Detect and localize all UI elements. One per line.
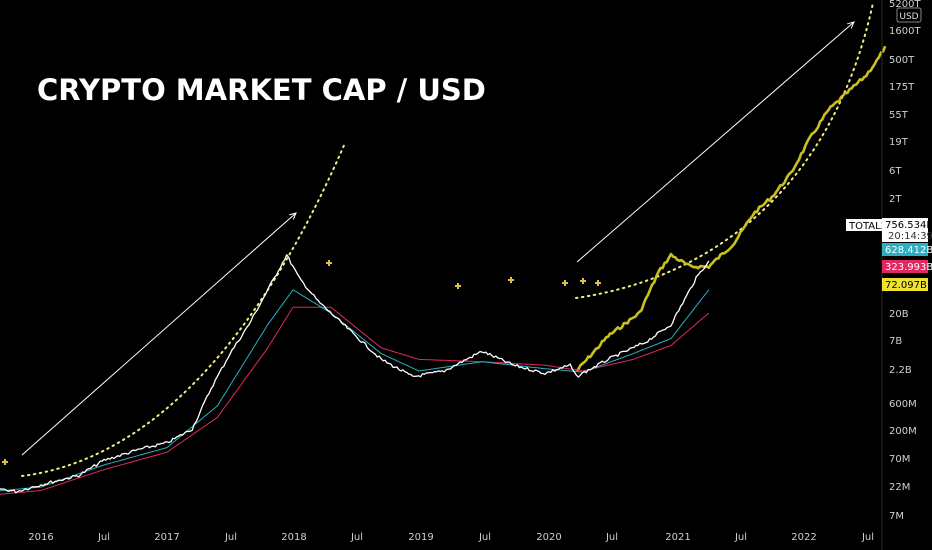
x-tick-label: Jul: [605, 532, 618, 543]
y-tick-label: 500T: [889, 55, 915, 66]
y-tick-label: 200M: [889, 426, 917, 437]
price-tag-symbol: TOTAL2: [848, 221, 887, 232]
event-marker: [326, 260, 332, 266]
y-tick-label: 6T: [889, 166, 902, 177]
y-tick-label: 20B: [889, 309, 909, 320]
y-tick-label: 22M: [889, 482, 910, 493]
trend-arrow-1: [21, 212, 297, 456]
x-tick-label: 2017: [154, 532, 179, 543]
time-axis[interactable]: 2016 Jul 2017 Jul 2018 Jul 2019 Jul 2020 Jul 2021 J…: [28, 532, 874, 543]
trend-arrow-2: [576, 21, 855, 263]
price-tag: 323.993B: [882, 260, 932, 273]
x-tick-label: Jul: [350, 532, 363, 543]
y-tick-label: 7M: [889, 511, 904, 522]
y-tick-label: 600M: [889, 399, 917, 410]
y-tick-label: 175T: [889, 82, 915, 93]
parabolic-curve-2: [575, 2, 874, 299]
plot-area[interactable]: [0, 2, 887, 495]
y-tick-label: 5200T: [889, 0, 921, 10]
event-marker: [595, 280, 601, 286]
event-marker: [508, 277, 514, 283]
x-tick-label: 2020: [536, 532, 561, 543]
y-tick-label: 7B: [889, 336, 902, 347]
parabolic-curve-1: [21, 142, 346, 477]
series-projection: [575, 45, 887, 372]
x-tick-label: Jul: [97, 532, 110, 543]
x-tick-label: 2022: [791, 532, 816, 543]
x-tick-label: Jul: [861, 532, 874, 543]
y-tick-label: 19T: [889, 137, 909, 148]
price-tag-value: 72.097B: [885, 280, 927, 291]
x-tick-label: 2021: [665, 532, 690, 543]
price-tag-value: 628.412B: [885, 245, 932, 256]
currency-label: USD: [899, 12, 918, 22]
series-price: [0, 254, 710, 494]
x-tick-label: 2018: [281, 532, 306, 543]
y-tick-label: 1600T: [889, 26, 921, 37]
y-tick-label: 70M: [889, 454, 910, 465]
y-tick-label: 2T: [889, 194, 902, 205]
x-tick-label: Jul: [478, 532, 491, 543]
currency-badge[interactable]: USD: [896, 7, 922, 23]
event-marker: [2, 459, 8, 465]
x-tick-label: Jul: [224, 532, 237, 543]
event-marker: [580, 278, 586, 284]
x-tick-label: 2016: [28, 532, 53, 543]
price-tag-value: 323.993B: [885, 262, 932, 273]
price-tag: 628.412B: [882, 243, 932, 256]
price-axis[interactable]: 5200T 1600T 500T 175T 55T 19T 6T 2T 20B 7B 2.2B 600…: [881, 0, 921, 550]
event-marker: [562, 280, 568, 286]
y-tick-label: 2.2B: [889, 365, 912, 376]
price-tag: 72.097B: [882, 278, 928, 291]
chart-title: CRYPTO MARKET CAP / USD: [37, 73, 486, 107]
price-tag-time: 20:14:39: [888, 231, 932, 242]
price-tag-value: 756.534B: [885, 220, 932, 231]
x-tick-label: 2019: [408, 532, 433, 543]
y-tick-label: 55T: [889, 110, 909, 121]
x-tick-label: Jul: [734, 532, 747, 543]
event-marker: [455, 283, 461, 289]
